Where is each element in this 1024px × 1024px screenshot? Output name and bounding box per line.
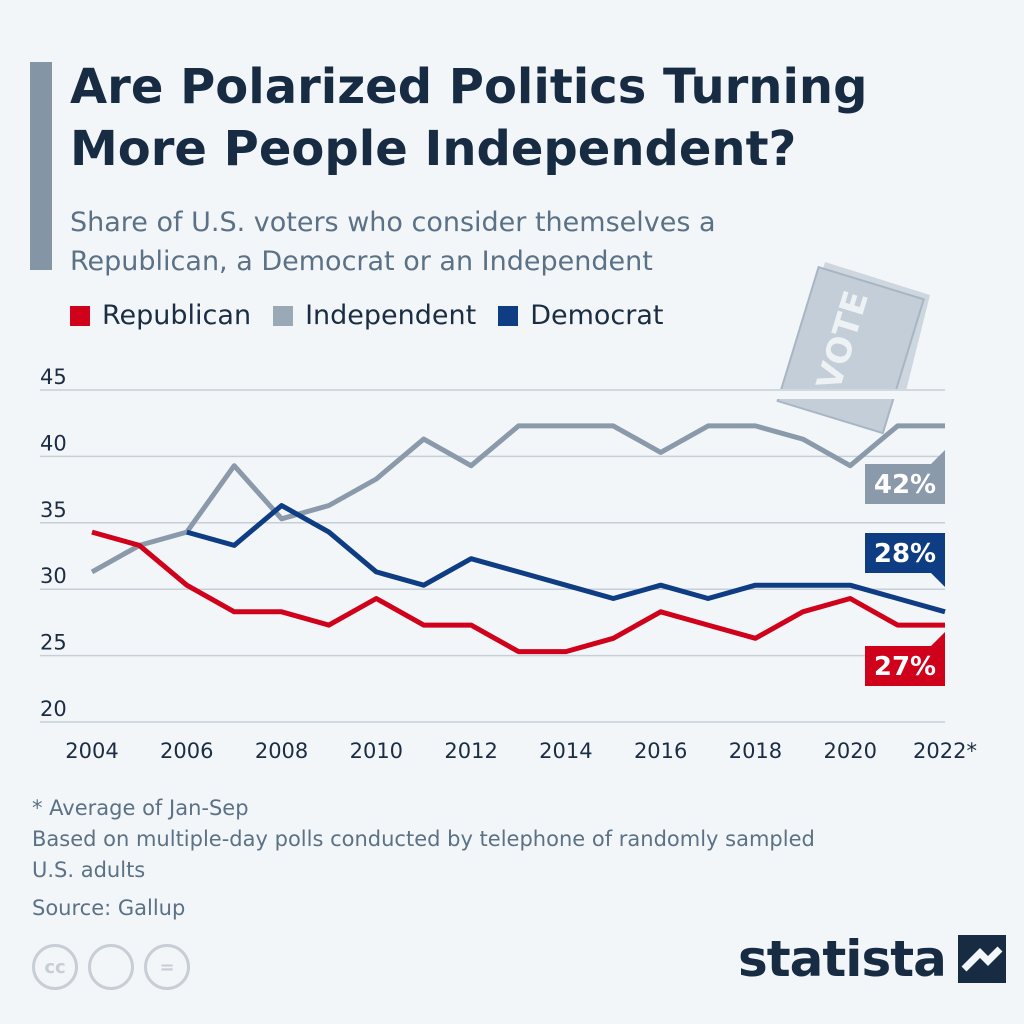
footnote-asterisk: * Average of Jan-Sep (32, 796, 249, 820)
ballot-illustration: VOTE (770, 262, 960, 435)
end-label-independent: 42% (874, 470, 936, 500)
end-label-bg-democrat (865, 533, 945, 587)
footnote-method: Based on multiple-day polls conducted by… (32, 827, 815, 882)
y-tick-label: 20 (40, 697, 67, 721)
y-tick-label: 25 (40, 631, 67, 655)
end-label-bg-independent (865, 450, 945, 504)
title-accent-bar (30, 62, 52, 270)
x-axis-ticks: 2004 2006 2008 2010 2012 2014 2016 2018 2020 2022… (65, 739, 977, 763)
chart-lines (90, 423, 946, 655)
attribution-icon[interactable] (88, 944, 134, 990)
end-labels: 27% 42% 28% (865, 450, 945, 686)
legend-swatch-independent (273, 305, 294, 326)
y-tick-label: 45 (40, 365, 67, 389)
x-tick-label: 2004 (65, 739, 118, 763)
brand[interactable]: statista (738, 930, 1006, 988)
x-tick-label: 2022* (913, 739, 977, 763)
x-tick-label: 2014 (539, 739, 592, 763)
series-line-democrat (186, 503, 946, 615)
x-tick-label: 2018 (729, 739, 782, 763)
footnotes: * Average of Jan-Sep Based on multiple-d… (32, 793, 832, 924)
y-tick-label: 35 (40, 498, 67, 522)
x-tick-label: 2006 (160, 739, 213, 763)
x-tick-label: 2010 (350, 739, 403, 763)
license-icons: cc = (32, 944, 190, 990)
legend-item-republican: Republican (70, 300, 251, 331)
end-label-democrat: 28% (874, 539, 936, 569)
legend-swatch-democrat (498, 305, 519, 326)
page-title: Are Polarized Politics Turning More Peop… (70, 59, 868, 177)
brand-name: statista (738, 930, 947, 988)
legend-label-republican: Republican (102, 300, 252, 331)
legend-item-democrat: Democrat (498, 300, 664, 331)
x-tick-label: 2008 (255, 739, 308, 763)
noderivs-icon[interactable]: = (144, 944, 190, 990)
end-label-bg-republican (865, 632, 945, 686)
ballot-slot-cover (770, 389, 960, 399)
footnote-source: Source: Gallup (32, 896, 186, 920)
y-axis-ticks: 20 25 30 35 40 45 (40, 365, 67, 721)
x-tick-label: 2016 (634, 739, 687, 763)
end-label-republican: 27% (874, 652, 936, 682)
x-tick-label: 2012 (444, 739, 497, 763)
chart-grid (40, 389, 945, 723)
legend-label-democrat: Democrat (530, 300, 664, 331)
series-line-republican (91, 529, 945, 655)
cc-icon[interactable]: cc (32, 944, 78, 990)
legend-swatch-republican (70, 305, 90, 326)
y-tick-label: 40 (40, 431, 67, 455)
legend-item-independent: Independent (273, 300, 476, 331)
legend-label-independent: Independent (305, 300, 477, 331)
x-tick-label: 2020 (823, 739, 876, 763)
statista-logo-icon (957, 935, 1006, 983)
series-line-independent (90, 423, 945, 575)
page-subtitle: Share of U.S. voters who consider themse… (70, 207, 716, 277)
legend: Republican Independent Democrat (70, 300, 664, 331)
y-tick-label: 30 (40, 564, 67, 588)
